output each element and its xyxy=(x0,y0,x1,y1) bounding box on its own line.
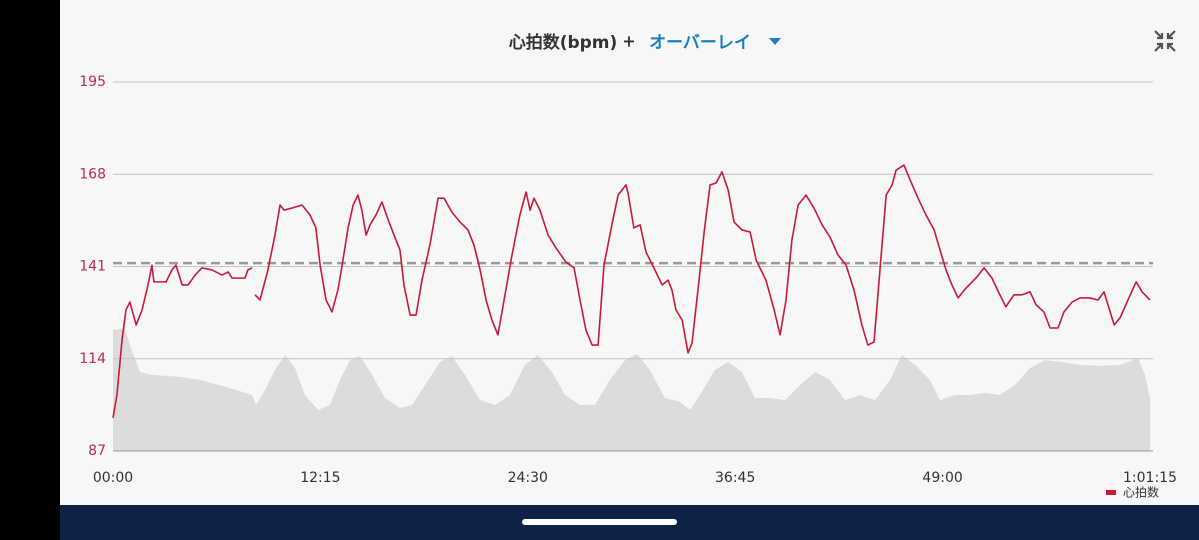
x-tick-label: 12:15 xyxy=(300,470,340,486)
x-tick-label: 00:00 xyxy=(93,470,133,486)
overlay-selector[interactable]: オーバーレイ xyxy=(649,33,751,53)
x-tick-label: 36:45 xyxy=(715,470,755,486)
y-tick-label: 87 xyxy=(88,443,106,459)
collapse-icon[interactable] xyxy=(1154,30,1176,52)
x-tick-label: 49:00 xyxy=(922,470,962,486)
title-joiner: + xyxy=(622,32,635,51)
heart-rate-line xyxy=(112,164,1151,418)
background-area xyxy=(113,328,1150,451)
y-tick-label: 168 xyxy=(79,166,106,182)
legend-label: 心拍数 xyxy=(1123,485,1159,500)
y-tick-label: 114 xyxy=(79,351,106,367)
home-indicator[interactable] xyxy=(522,519,677,525)
y-tick-label: 195 xyxy=(79,74,106,90)
y-tick-label: 141 xyxy=(79,259,106,275)
side-bar xyxy=(0,0,60,540)
legend-swatch xyxy=(1106,490,1116,495)
dropdown-arrow[interactable] xyxy=(769,38,781,45)
x-tick-label: 24:30 xyxy=(508,470,548,486)
x-tick-label: 1:01:15 xyxy=(1123,470,1177,486)
chart-title: 心拍数(bpm) xyxy=(509,32,618,53)
